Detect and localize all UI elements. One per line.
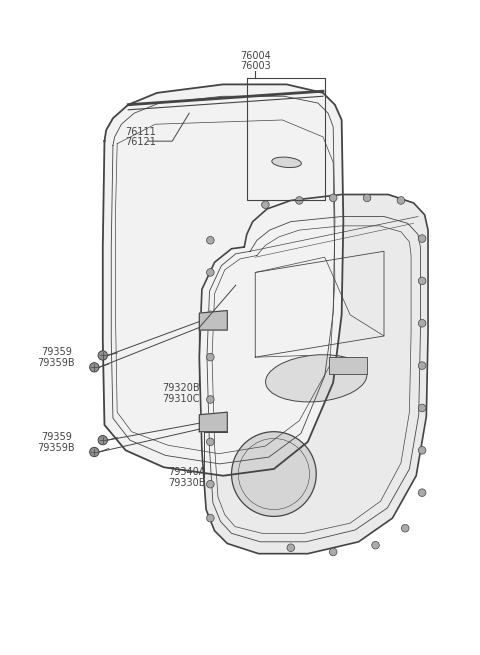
Circle shape	[363, 194, 371, 202]
Polygon shape	[103, 84, 343, 476]
Circle shape	[329, 194, 337, 202]
Circle shape	[206, 353, 214, 361]
Circle shape	[372, 542, 379, 549]
Text: 79359: 79359	[41, 432, 72, 442]
Circle shape	[296, 196, 303, 204]
Circle shape	[418, 234, 426, 242]
Text: 76111: 76111	[126, 127, 156, 137]
Circle shape	[206, 396, 214, 403]
Text: 79359B: 79359B	[36, 443, 74, 453]
Polygon shape	[199, 310, 228, 330]
Circle shape	[418, 320, 426, 327]
Circle shape	[329, 548, 337, 556]
Circle shape	[401, 525, 409, 532]
Circle shape	[206, 438, 214, 445]
Circle shape	[231, 432, 316, 516]
Circle shape	[90, 363, 99, 372]
Text: 79359: 79359	[41, 347, 72, 357]
Circle shape	[206, 311, 214, 318]
Circle shape	[418, 447, 426, 454]
Circle shape	[90, 447, 99, 457]
Circle shape	[397, 196, 405, 204]
Ellipse shape	[265, 355, 367, 402]
Circle shape	[418, 277, 426, 285]
FancyBboxPatch shape	[329, 357, 367, 374]
Polygon shape	[199, 412, 228, 432]
Text: 79340A: 79340A	[168, 468, 205, 477]
Circle shape	[418, 489, 426, 496]
Text: 76003: 76003	[240, 61, 271, 71]
Circle shape	[262, 201, 269, 208]
Text: 79320B: 79320B	[162, 383, 200, 393]
Circle shape	[206, 514, 214, 522]
Circle shape	[206, 269, 214, 276]
Circle shape	[206, 236, 214, 244]
Text: 79310C: 79310C	[162, 394, 200, 403]
Ellipse shape	[272, 157, 301, 168]
Circle shape	[98, 436, 108, 445]
Circle shape	[98, 351, 108, 360]
Text: 76004: 76004	[240, 50, 271, 61]
Text: 79359B: 79359B	[36, 358, 74, 368]
Text: 79330B: 79330B	[168, 478, 205, 489]
Circle shape	[287, 544, 295, 552]
Circle shape	[418, 362, 426, 369]
Text: 76121: 76121	[126, 137, 156, 147]
Circle shape	[418, 404, 426, 412]
Polygon shape	[199, 195, 428, 553]
Circle shape	[206, 480, 214, 488]
